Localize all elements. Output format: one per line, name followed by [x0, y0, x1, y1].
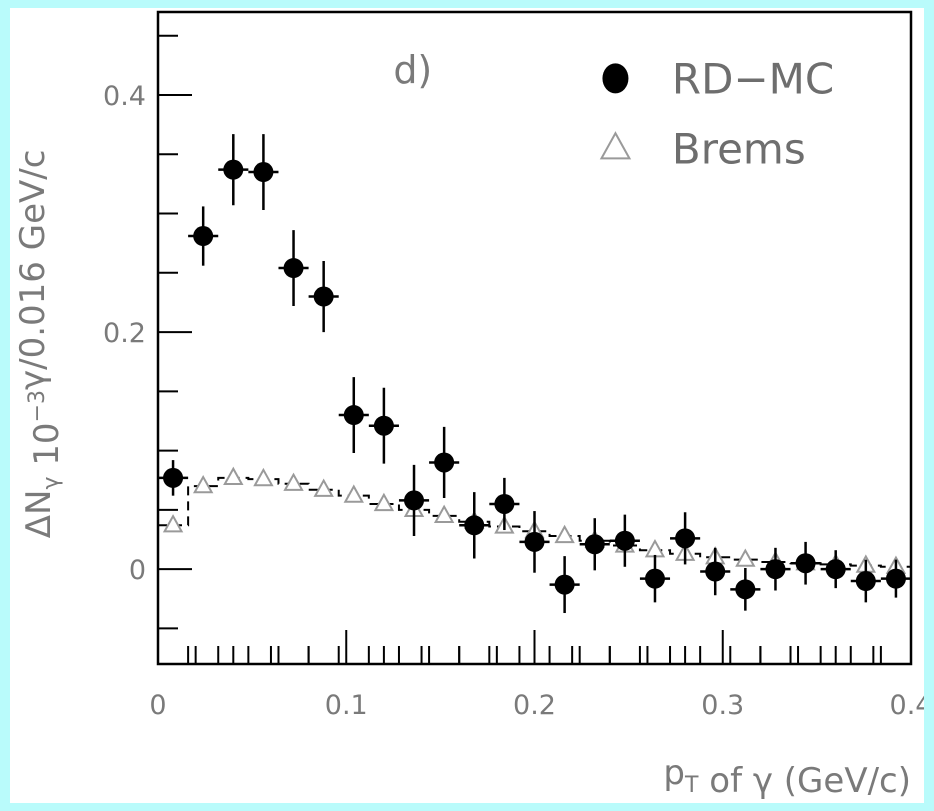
- rd-mc-point: [494, 493, 515, 514]
- rd-mc-point: [283, 258, 304, 279]
- y-axis-title: ΔNγ 10−3γ/0.016 GeV/c: [13, 150, 67, 539]
- brems-point: [192, 474, 214, 494]
- axis-ticks: [157, 34, 912, 664]
- rd-mc-point: [584, 534, 605, 555]
- tick-labels: 0 0.1 0.2 0.3 0.4 0 0.2 0.4: [103, 81, 924, 721]
- rd-mc-point: [464, 515, 485, 536]
- brems-point: [313, 478, 334, 497]
- x-tick-label: 0.3: [701, 690, 744, 721]
- rd-mc-point: [343, 405, 364, 426]
- x-tick-label: 0.2: [513, 690, 556, 721]
- x-axis-title: pT of γ (GeV/c): [663, 753, 911, 801]
- rd-mc-point: [735, 579, 756, 600]
- rd-mc-point: [434, 452, 455, 473]
- x-tick-label: 0.1: [325, 690, 368, 721]
- rd-mc-point: [223, 159, 244, 180]
- legend-label-rd-mc: RD−MC: [672, 54, 834, 103]
- panel-annotation: d): [393, 48, 432, 92]
- legend-circle: [602, 63, 629, 94]
- legend-marker-rd-mc: [602, 63, 629, 94]
- rd-mc-point: [163, 467, 184, 488]
- figure: 0 0.1 0.2 0.3 0.4 0 0.2 0.4 d) RD−MC Brems ΔNγ …: [10, 8, 924, 803]
- rd-mc-point: [373, 415, 394, 436]
- rd-mc-point: [825, 559, 846, 580]
- brems-point: [162, 514, 184, 533]
- rd-mc-point: [614, 530, 635, 551]
- legend-triangle: [599, 131, 632, 160]
- brems-point: [644, 538, 666, 558]
- brems-point: [343, 484, 364, 503]
- x-tick-label: 0.4: [890, 690, 924, 721]
- brems-point: [433, 504, 455, 523]
- rd-mc-point: [524, 531, 545, 552]
- rd-mc-point: [404, 490, 425, 511]
- rd-mc-point: [253, 162, 274, 183]
- rd-mc-point: [554, 574, 575, 595]
- rd-mc-point: [193, 226, 214, 247]
- rd-mc-point: [795, 553, 816, 574]
- brems-point: [735, 548, 756, 567]
- brems-point: [223, 466, 244, 486]
- brems-point: [253, 467, 274, 487]
- legend-label-brems: Brems: [672, 124, 806, 173]
- rd-mc-point: [855, 571, 876, 592]
- rd-mc-point: [644, 568, 665, 589]
- y-tick-label: 0.4: [103, 81, 146, 112]
- rd-mc-point: [885, 568, 906, 589]
- rd-mc-point: [313, 286, 334, 307]
- brems-point: [283, 472, 304, 491]
- legend: RD−MC Brems: [599, 54, 834, 173]
- chart: 0 0.1 0.2 0.3 0.4 0 0.2 0.4 d) RD−MC Brems ΔNγ …: [13, 10, 924, 801]
- legend-marker-brems: [599, 131, 632, 160]
- x-tick-label: 0: [149, 690, 166, 721]
- rd-mc-point: [705, 561, 726, 582]
- plot-content: [158, 134, 911, 614]
- y-tick-label: 0: [129, 555, 146, 586]
- rd-mc-point: [675, 528, 696, 549]
- brems-point: [554, 524, 575, 544]
- y-tick-label: 0.2: [103, 318, 146, 349]
- brems-point: [373, 492, 395, 512]
- rd-mc-point: [765, 559, 786, 580]
